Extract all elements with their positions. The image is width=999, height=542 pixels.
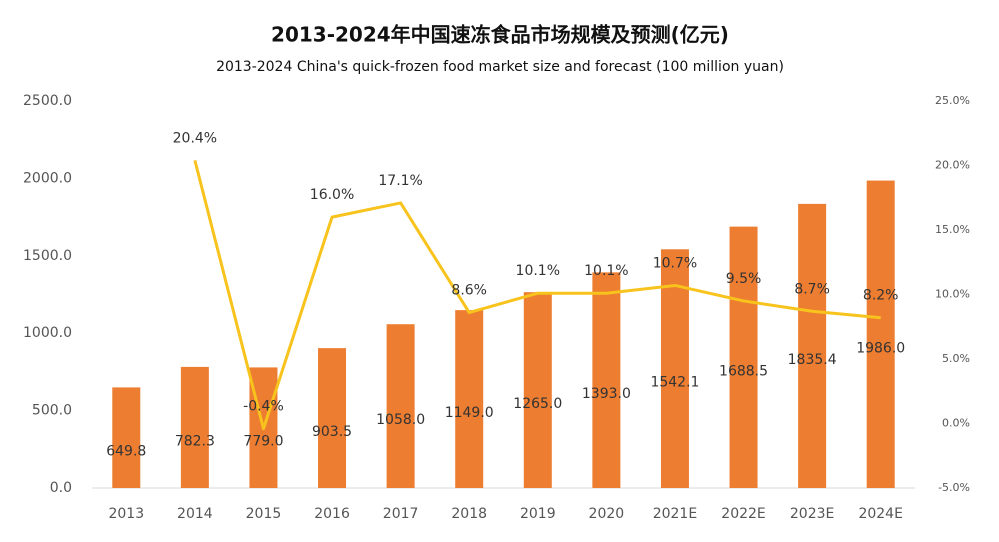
y2-tick-label: 10.0% bbox=[935, 288, 970, 301]
y-tick-label: 2000.0 bbox=[23, 170, 72, 186]
x-tick-label: 2020 bbox=[589, 506, 625, 522]
chart-subtitle: 2013-2024 China's quick-frozen food mark… bbox=[216, 59, 784, 75]
x-tick-label: 2023E bbox=[790, 506, 834, 522]
bar-label: 649.8 bbox=[106, 444, 146, 460]
x-tick-label: 2022E bbox=[721, 506, 765, 522]
line-label: 10.7% bbox=[653, 255, 697, 271]
y-tick-label: 500.0 bbox=[32, 403, 72, 419]
x-tick-label: 2018 bbox=[451, 506, 487, 522]
bar bbox=[112, 387, 141, 488]
line-label: 20.4% bbox=[173, 130, 217, 146]
bar-label: 1688.5 bbox=[719, 363, 768, 379]
x-tick-label: 2013 bbox=[108, 506, 144, 522]
x-tick-label: 2019 bbox=[520, 506, 556, 522]
bar-label: 1542.1 bbox=[650, 375, 699, 391]
line-label: -0.4% bbox=[243, 399, 284, 415]
y2-tick-label: 25.0% bbox=[935, 94, 970, 107]
line-label: 8.6% bbox=[451, 283, 487, 299]
x-tick-label: 2014 bbox=[177, 506, 213, 522]
bar bbox=[798, 203, 827, 489]
y2-tick-label: 15.0% bbox=[935, 223, 970, 236]
line-label: 10.1% bbox=[584, 263, 628, 279]
x-tick-label: 2015 bbox=[246, 506, 282, 522]
bar-label: 903.5 bbox=[312, 424, 352, 440]
y2-tick-label: 20.0% bbox=[935, 159, 970, 172]
y-tick-label: 2500.0 bbox=[23, 93, 72, 109]
line-label: 9.5% bbox=[726, 271, 762, 287]
line-label: 16.0% bbox=[310, 187, 354, 203]
line-label: 10.1% bbox=[516, 263, 560, 279]
bar bbox=[592, 272, 621, 488]
bar-label: 1058.0 bbox=[376, 412, 425, 428]
bar bbox=[866, 180, 895, 488]
x-tick-label: 2017 bbox=[383, 506, 419, 522]
y-tick-label: 1000.0 bbox=[23, 325, 72, 341]
chart-title: 2013-2024年中国速冻食品市场规模及预测(亿元) bbox=[271, 23, 729, 47]
y2-tick-label: -5.0% bbox=[938, 481, 970, 494]
y-tick-label: 1500.0 bbox=[23, 248, 72, 264]
line bbox=[193, 159, 881, 431]
bar bbox=[729, 226, 758, 489]
line-label: 8.7% bbox=[794, 281, 830, 297]
bar bbox=[318, 348, 347, 488]
bar-label: 1835.4 bbox=[788, 352, 837, 368]
bar-label: 779.0 bbox=[243, 434, 283, 450]
bar bbox=[180, 366, 209, 488]
bar bbox=[455, 310, 484, 488]
x-tick-label: 2024E bbox=[858, 506, 902, 522]
bar-label: 782.3 bbox=[175, 433, 215, 449]
line-label: 17.1% bbox=[378, 173, 422, 189]
x-tick-label: 2016 bbox=[314, 506, 350, 522]
bar-label: 1149.0 bbox=[445, 405, 494, 421]
bar bbox=[386, 324, 415, 488]
bar-label: 1986.0 bbox=[856, 340, 905, 356]
y-tick-label: 0.0 bbox=[50, 480, 72, 496]
y2-tick-label: 5.0% bbox=[942, 352, 970, 365]
y2-tick-label: 0.0% bbox=[942, 417, 970, 430]
line-label: 8.2% bbox=[863, 288, 899, 304]
x-tick-label: 2021E bbox=[653, 506, 697, 522]
bar bbox=[523, 292, 552, 488]
bar-label: 1393.0 bbox=[582, 386, 631, 402]
bar-label: 1265.0 bbox=[513, 396, 562, 412]
